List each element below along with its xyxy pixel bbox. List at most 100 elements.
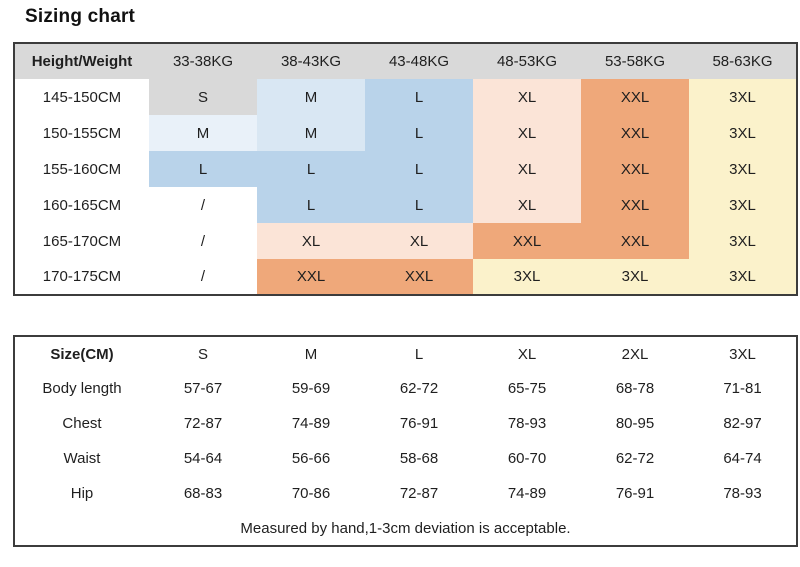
size-cell: 3XL xyxy=(581,259,689,295)
weight-range-header: 33-38KG xyxy=(149,43,257,79)
measure-label-cell: Chest xyxy=(62,415,102,432)
size-cell: XXL xyxy=(365,259,473,295)
measure-row: Chest 72-87 74-89 76-91 78-93 80-95 82-97 xyxy=(14,406,797,441)
measure-value-cell: 56-66 xyxy=(291,450,331,467)
note-cell: Measured by hand,1-3cm deviation is acce… xyxy=(240,519,571,537)
size-cell: 3XL xyxy=(689,79,797,115)
measure-value-cell: 62-72 xyxy=(399,380,439,397)
size-cell: / xyxy=(200,268,206,285)
size-cell: L xyxy=(365,79,473,115)
measure-row: Body length 57-67 59-69 62-72 65-75 68-78 71-8… xyxy=(14,371,797,406)
size-cell: 3XL xyxy=(689,223,797,259)
measure-corner-header: Size(CM) xyxy=(14,336,149,371)
size-label-header: 3XL xyxy=(689,336,797,371)
matrix-row: 155-160CM L L L XL XXL 3XL xyxy=(14,151,797,187)
weight-range-header: 58-63KG xyxy=(689,43,797,79)
measure-label-cell: Body length xyxy=(42,380,122,397)
size-cell: XL xyxy=(257,223,365,259)
size-cell: L xyxy=(365,151,473,187)
size-cell: XXL xyxy=(257,259,365,295)
size-label-header: S xyxy=(149,336,257,371)
measure-value-cell: 72-87 xyxy=(183,415,223,432)
size-cell: / xyxy=(200,232,206,250)
size-cell: XL xyxy=(473,115,581,151)
size-cell: XXL xyxy=(581,79,689,115)
size-cell: 3XL xyxy=(689,259,797,295)
measure-value-cell: 59-69 xyxy=(291,380,331,397)
measure-value-cell: 68-83 xyxy=(183,485,223,502)
measure-label-cell: Hip xyxy=(70,485,94,502)
measure-value-cell: 62-72 xyxy=(615,450,655,467)
height-range-cell: 155-160CM xyxy=(42,160,122,178)
size-cell: XL xyxy=(365,223,473,259)
matrix-row: 160-165CM / L L XL XXL 3XL xyxy=(14,187,797,223)
size-label-header: M xyxy=(257,336,365,371)
size-cell: M xyxy=(149,115,257,151)
size-cell: 3XL xyxy=(689,187,797,223)
matrix-row: 170-175CM / XXL XXL 3XL 3XL 3XL xyxy=(14,259,797,295)
measure-value-cell: 72-87 xyxy=(399,485,439,502)
page-title: Sizing chart xyxy=(25,6,136,27)
matrix-header-row: Height/Weight 33-38KG 38-43KG 43-48KG 48-53K… xyxy=(14,43,797,79)
measure-value-cell: 76-91 xyxy=(399,415,439,432)
height-range-cell: 160-165CM xyxy=(42,196,122,214)
measure-value-cell: 65-75 xyxy=(507,380,547,397)
measure-value-cell: 82-97 xyxy=(723,415,762,432)
measure-body: Body length 57-67 59-69 62-72 65-75 68-78 71-8… xyxy=(14,371,797,546)
size-cell: L xyxy=(365,115,473,151)
measure-value-cell: 60-70 xyxy=(507,450,547,467)
measure-value-cell: 54-64 xyxy=(183,450,223,467)
measure-header-row: Size(CM) S M L XL 2XL 3XL xyxy=(14,336,797,371)
size-cell: 3XL xyxy=(689,115,797,151)
size-cell: XL xyxy=(473,187,581,223)
measure-value-cell: 76-91 xyxy=(615,485,655,502)
size-cell: L xyxy=(257,187,365,223)
size-cell: L xyxy=(149,151,257,187)
size-cell: 3XL xyxy=(689,151,797,187)
measure-label-cell: Waist xyxy=(63,450,101,467)
measure-value-cell: 64-74 xyxy=(723,450,762,467)
measure-value-cell: 74-89 xyxy=(291,415,331,432)
height-range-cell: 145-150CM xyxy=(42,88,122,106)
measure-row: Waist 54-64 56-66 58-68 60-70 62-72 64-74 xyxy=(14,441,797,476)
measure-value-cell: 78-93 xyxy=(723,485,762,502)
weight-range-header: 38-43KG xyxy=(257,43,365,79)
weight-range-header: 43-48KG xyxy=(365,43,473,79)
size-cell: M xyxy=(257,115,365,151)
measurements-table: Size(CM) S M L XL 2XL 3XL Body length 57-67 59-6… xyxy=(13,335,798,547)
size-cell: S xyxy=(149,79,257,115)
size-matrix-table: Height/Weight 33-38KG 38-43KG 43-48KG 48-53K… xyxy=(13,42,798,296)
size-cell: / xyxy=(200,196,206,214)
height-range-cell: 165-170CM xyxy=(42,232,122,250)
size-cell: L xyxy=(365,187,473,223)
size-cell: XXL xyxy=(581,223,689,259)
weight-range-header: 48-53KG xyxy=(473,43,581,79)
measure-value-cell: 68-78 xyxy=(615,380,655,397)
measure-value-cell: 74-89 xyxy=(507,485,547,502)
size-label-header: XL xyxy=(473,336,581,371)
size-cell: XL xyxy=(473,151,581,187)
size-cell: L xyxy=(257,151,365,187)
weight-range-header: 53-58KG xyxy=(581,43,689,79)
measure-value-cell: 58-68 xyxy=(399,450,439,467)
measure-value-cell: 78-93 xyxy=(507,415,547,432)
measure-value-cell: 80-95 xyxy=(615,415,655,432)
matrix-row: 145-150CM S M L XL XXL 3XL xyxy=(14,79,797,115)
size-cell: 3XL xyxy=(473,259,581,295)
note-row: Measured by hand,1-3cm deviation is acce… xyxy=(14,511,797,546)
size-label-header: L xyxy=(365,336,473,371)
size-cell: XXL xyxy=(581,187,689,223)
measure-row: Hip 68-83 70-86 72-87 74-89 76-91 78-93 xyxy=(14,476,797,511)
size-cell: XXL xyxy=(473,223,581,259)
size-label-header: 2XL xyxy=(581,336,689,371)
height-range-cell: 170-175CM xyxy=(42,268,122,285)
matrix-row: 165-170CM / XL XL XXL XXL 3XL xyxy=(14,223,797,259)
measure-value-cell: 70-86 xyxy=(291,485,331,502)
matrix-row: 150-155CM M M L XL XXL 3XL xyxy=(14,115,797,151)
matrix-body: 145-150CM S M L XL XXL 3XL 150-155CM M M L XL XXL 3XL… xyxy=(14,79,797,295)
measure-value-cell: 57-67 xyxy=(183,380,223,397)
matrix-corner-header: Height/Weight xyxy=(14,43,149,79)
measure-value-cell: 71-81 xyxy=(723,380,762,397)
size-cell: M xyxy=(257,79,365,115)
